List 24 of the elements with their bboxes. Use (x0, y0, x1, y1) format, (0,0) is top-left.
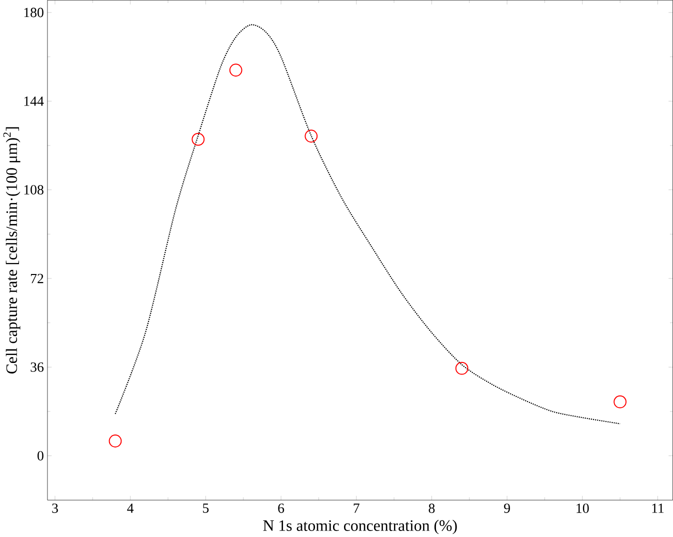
x-tick-label: 8 (428, 503, 435, 513)
x-tick-label: 6 (278, 503, 284, 513)
x-tick-label: 4 (127, 503, 134, 513)
y-tick-label: 0 (38, 450, 44, 460)
y-tick-label: 144 (24, 96, 44, 106)
y-tick-label: 108 (24, 184, 44, 194)
x-axis-title: N 1s atomic concentration (%) (263, 520, 457, 534)
point (108, 434, 122, 448)
y-axis-title: Cell capture rate [cells/min·(100 μm)$^{2}$] (3, 127, 20, 374)
x-tick-label: 11 (652, 503, 664, 513)
x-tick-label: 7 (354, 503, 360, 512)
point (614, 395, 627, 408)
line-series (114, 24, 621, 424)
x-tick-label: 9 (504, 503, 510, 513)
point (229, 63, 242, 76)
y-tick-label: 72 (30, 274, 44, 283)
point (455, 362, 468, 375)
point (192, 132, 205, 146)
x-tick-label: 10 (576, 503, 589, 513)
x-tick-label: 3 (52, 503, 58, 513)
x-tick-label: 5 (203, 503, 209, 513)
point (304, 129, 318, 142)
y-tick-label: 180 (24, 8, 44, 17)
y-tick-label: 36 (30, 362, 44, 372)
